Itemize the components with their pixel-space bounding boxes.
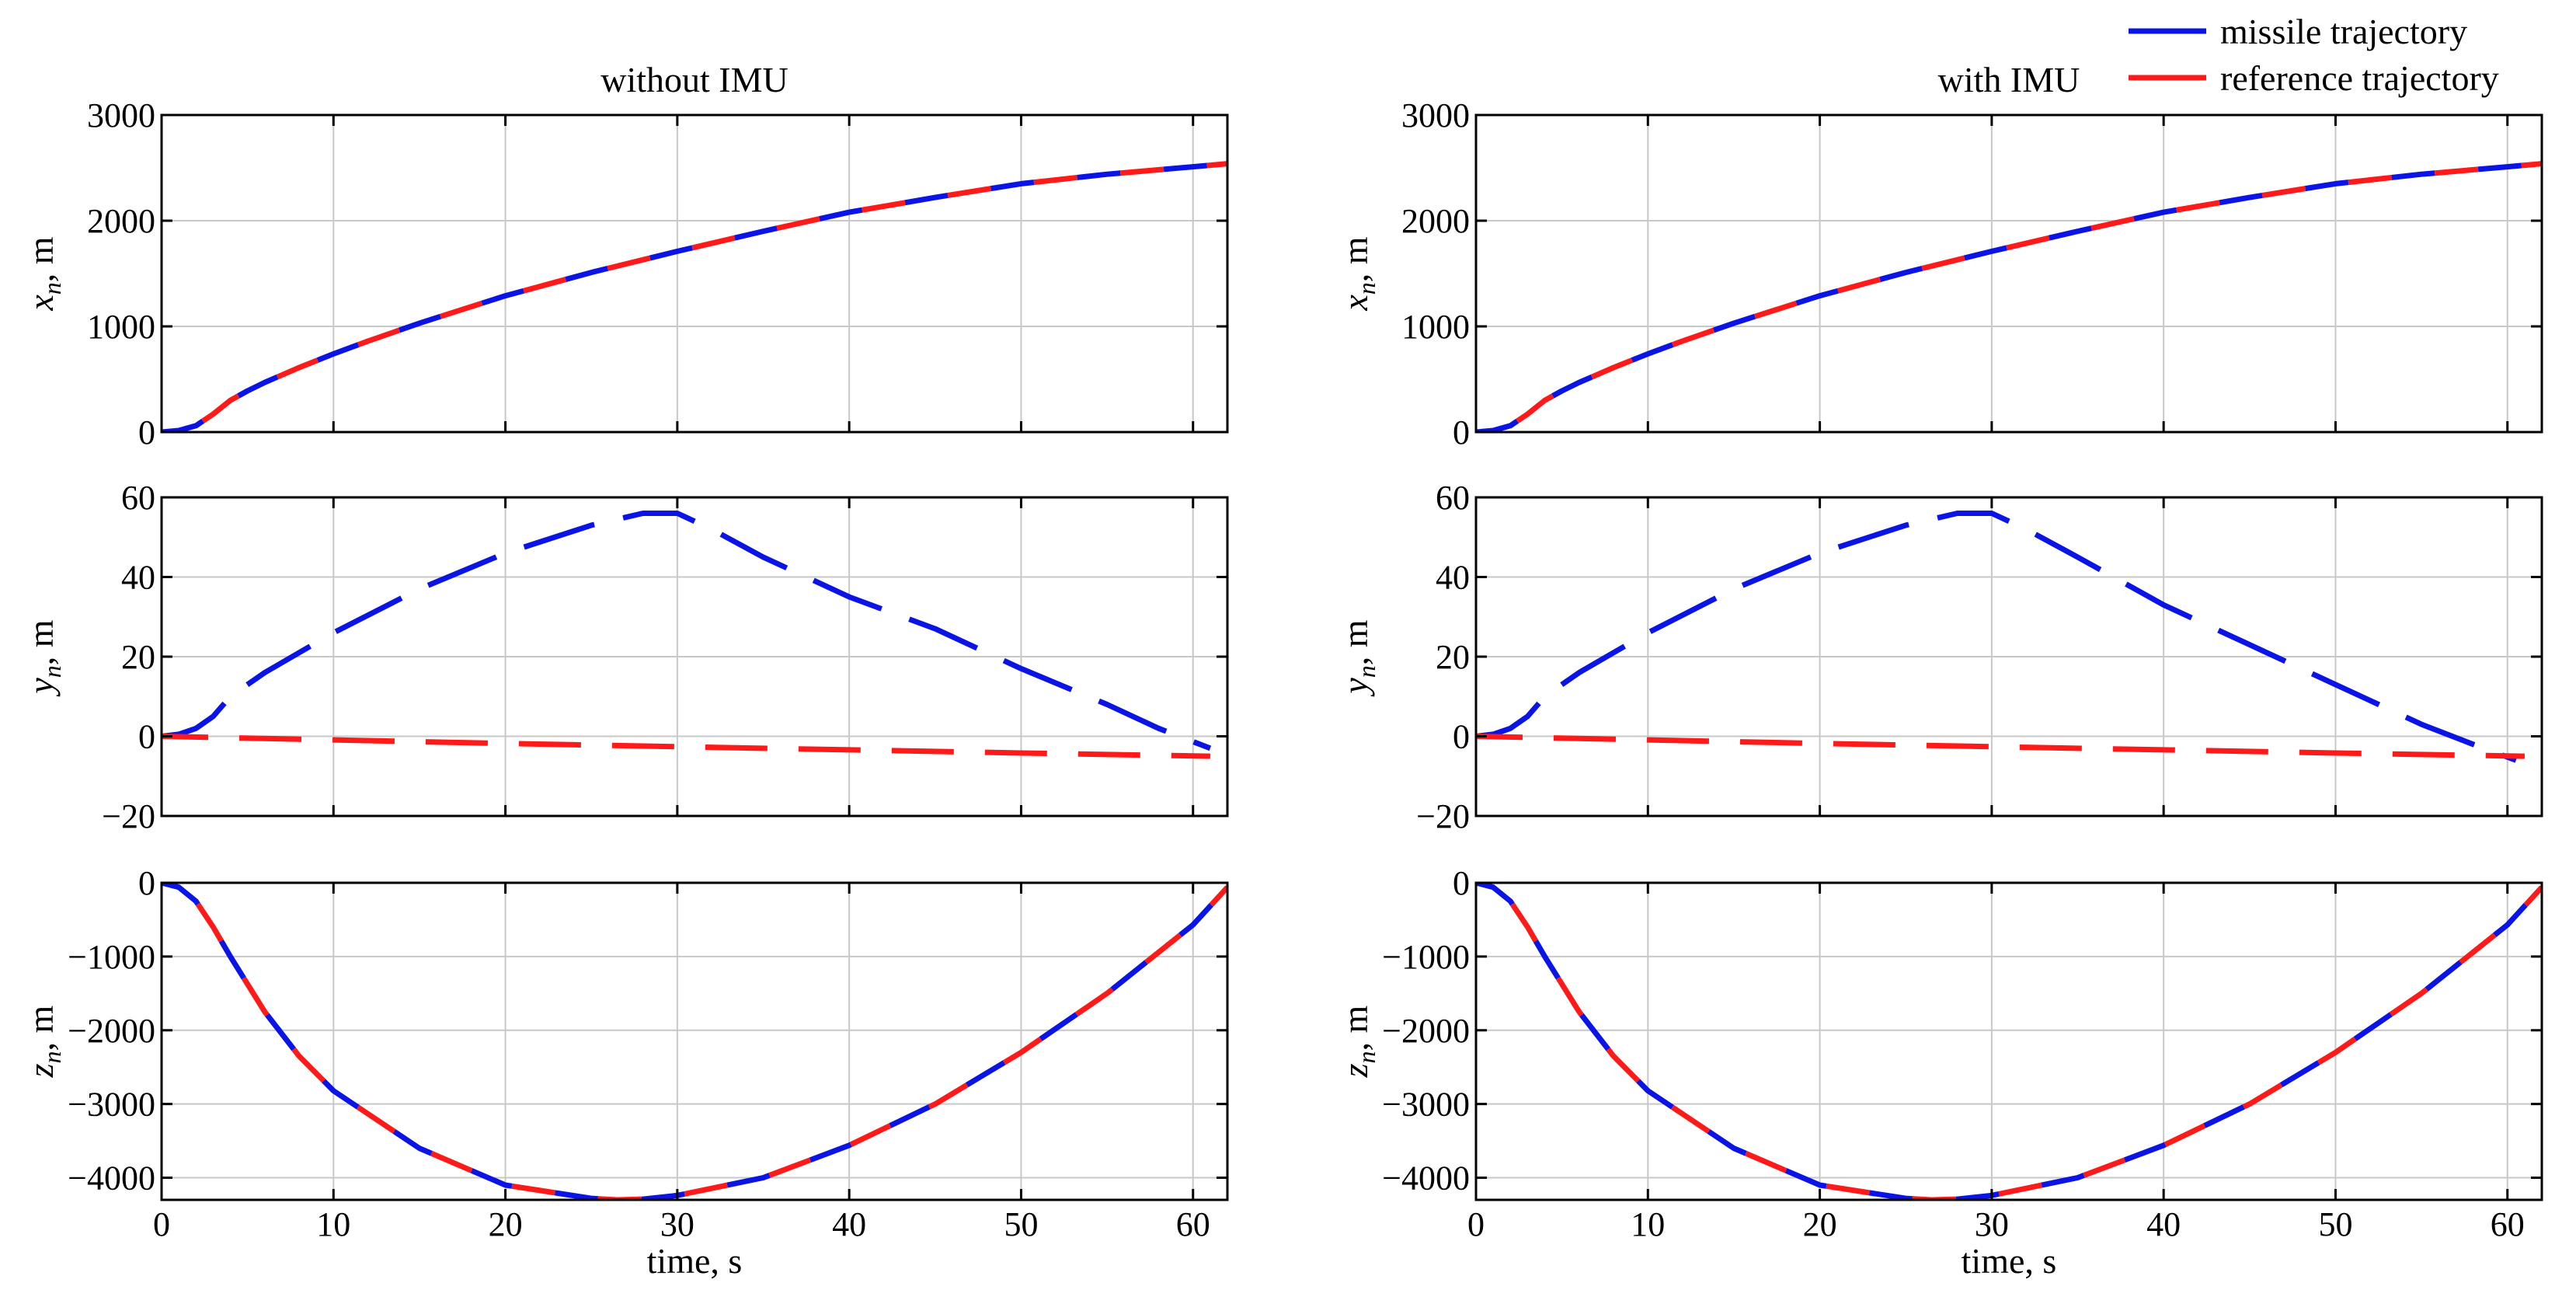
y-axis-label: zn, m	[1335, 1005, 1380, 1078]
chart-left-y: −20 0 20 40 60 yn, m	[21, 479, 1229, 835]
y-tick-label: −20	[102, 797, 155, 835]
y-tick-label: −2000	[68, 1012, 155, 1050]
y-tick-label: 40	[121, 559, 155, 597]
y-tick-label: 3000	[87, 96, 155, 134]
y-tick-label: 60	[1436, 479, 1470, 517]
y-tick-label: 0	[1453, 718, 1470, 756]
y-axis-label: zn, m	[21, 1005, 66, 1078]
y-tick-label: −1000	[1382, 938, 1470, 976]
chart-left-z-series	[162, 883, 1227, 1200]
x-tick-label: 10	[316, 1205, 350, 1243]
y-axis-label: yn, m	[1335, 619, 1380, 696]
chart-left-z-reference-trajectory-line	[162, 883, 1227, 1200]
legend: missile trajectory reference trajectory	[2129, 12, 2499, 98]
chart-right-x-series	[1476, 161, 2542, 432]
y-tick-label: 1000	[1401, 308, 1470, 346]
y-tick-label: 2000	[87, 202, 155, 240]
y-tick-label: −20	[1416, 797, 1470, 835]
y-tick-label: 20	[1436, 638, 1470, 676]
chart-left-z-frame	[160, 881, 1229, 1201]
y-tick-label: −4000	[68, 1159, 155, 1198]
x-axis-label: time, s	[1962, 1241, 2057, 1281]
chart-left-z: −4000 −3000 −2000 −1000 0 0 10 20 30 40 50 60 time, …	[21, 864, 1229, 1281]
chart-left-x-frame	[160, 113, 1229, 434]
chart-left-x-series	[162, 161, 1227, 432]
chart-left-y-series	[162, 511, 1212, 759]
y-tick-label: 0	[138, 864, 155, 902]
y-tick-label: −3000	[68, 1086, 155, 1124]
y-tick-label: 40	[1436, 559, 1470, 597]
y-tick-label: −3000	[1382, 1086, 1470, 1124]
chart-title: without IMU	[600, 60, 788, 99]
y-tick-label: −2000	[1382, 1012, 1470, 1050]
y-tick-label: −4000	[1382, 1159, 1470, 1198]
chart-right-y: −20 0 20 40 60 yn, m	[1335, 479, 2543, 835]
y-axis-label: xn, m	[21, 236, 66, 311]
chart-left-z-missile-trajectory-line	[162, 883, 1227, 1200]
chart-right-y-grid	[1475, 497, 2542, 817]
x-tick-label: 10	[1631, 1205, 1665, 1243]
x-tick-label: 50	[2318, 1205, 2352, 1243]
y-tick-label: 0	[138, 413, 155, 452]
x-tick-label: 30	[660, 1205, 694, 1243]
y-tick-label: 3000	[1401, 96, 1470, 134]
x-tick-label: 40	[832, 1205, 866, 1243]
x-tick-label: 40	[2146, 1205, 2181, 1243]
chart-title: with IMU	[1938, 60, 2080, 99]
chart-right-z-frame	[1474, 881, 2543, 1201]
y-tick-label: 0	[1453, 413, 1470, 452]
x-tick-label: 30	[1975, 1205, 2009, 1243]
y-tick-label: 0	[138, 718, 155, 756]
x-tick-label: 50	[1004, 1205, 1038, 1243]
chart-left-x-missile-trajectory-line	[162, 161, 1227, 432]
x-tick-label: 20	[1803, 1205, 1837, 1243]
chart-left-y-missile-trajectory-line	[162, 511, 1212, 751]
chart-right-x-reference-trajectory-line	[1476, 161, 2542, 432]
chart-right-x-missile-trajectory-line	[1476, 161, 2542, 432]
y-tick-label: 60	[121, 479, 155, 517]
legend-label-reference: reference trajectory	[2220, 58, 2499, 98]
x-tick-label: 0	[153, 1205, 170, 1243]
chart-left-x-reference-trajectory-line	[162, 161, 1227, 432]
chart-left-y-reference-trajectory-line	[162, 734, 1210, 759]
y-tick-label: 0	[1453, 864, 1470, 902]
chart-right-y-series	[1476, 511, 2525, 763]
y-tick-label: 1000	[87, 308, 155, 346]
y-tick-label: 2000	[1401, 202, 1470, 240]
x-tick-label: 0	[1467, 1205, 1485, 1243]
y-axis-label: xn, m	[1335, 236, 1380, 311]
y-tick-label: −1000	[68, 938, 155, 976]
legend-label-missile: missile trajectory	[2220, 12, 2467, 51]
y-tick-label: 20	[121, 638, 155, 676]
chart-right-y-reference-trajectory-line	[1476, 734, 2525, 759]
chart-right-z-missile-trajectory-line	[1476, 883, 2542, 1200]
x-tick-label: 20	[489, 1205, 523, 1243]
chart-right-x: 0 1000 2000 3000 xn, m with IMU	[1335, 60, 2543, 452]
x-tick-label: 60	[1176, 1205, 1210, 1243]
chart-right-z-reference-trajectory-line	[1476, 883, 2542, 1200]
chart-right-z-series	[1476, 883, 2542, 1200]
chart-right-x-frame	[1474, 113, 2543, 434]
chart-right-z: −4000 −3000 −2000 −1000 0 0 10 20 30 40 50 60 time, …	[1335, 864, 2543, 1281]
chart-left-x: 0 1000 2000 3000 xn, m without IMU	[21, 60, 1229, 452]
x-axis-label: time, s	[647, 1241, 743, 1281]
chart-right-y-missile-trajectory-line	[1476, 511, 2518, 763]
y-axis-label: yn, m	[21, 619, 66, 696]
x-tick-label: 60	[2491, 1205, 2525, 1243]
